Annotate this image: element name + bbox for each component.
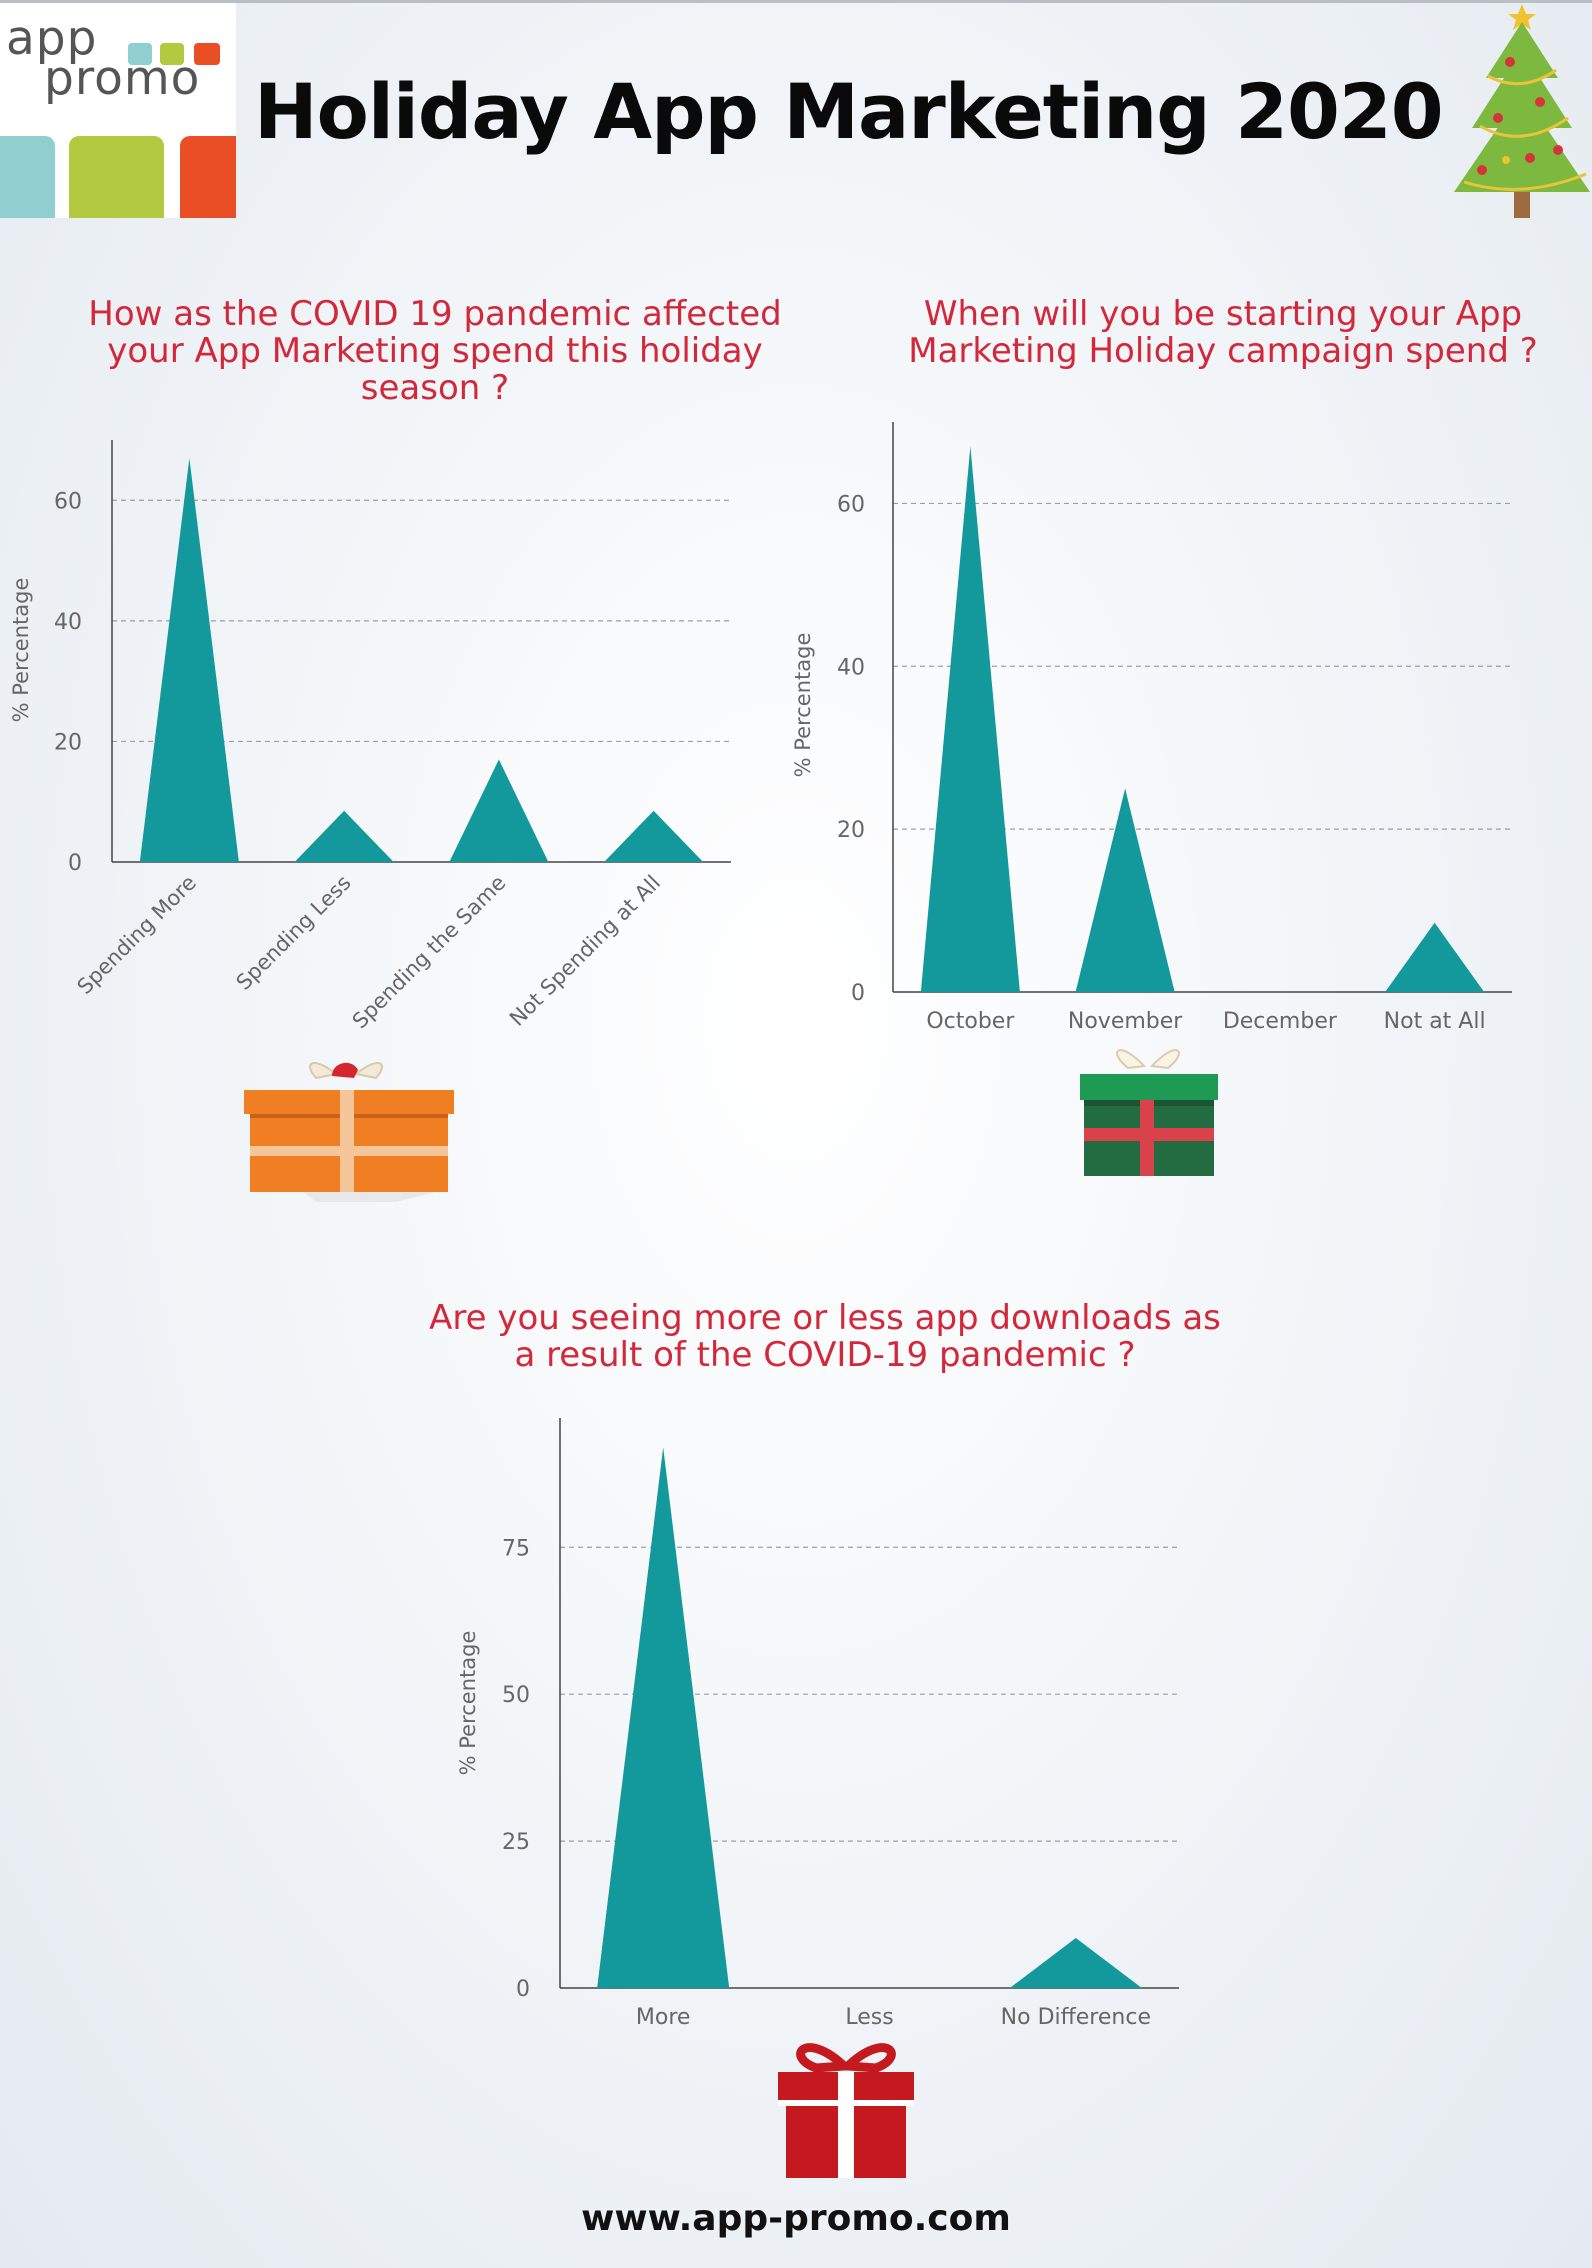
chart-1-ytick-20: 20 [54,730,82,755]
chart-1-title: How as the COVID 19 pandemic affected yo… [88,294,782,408]
footer-url[interactable]: www.app-promo.com [581,2198,1011,2239]
logo-block-orange [180,136,236,218]
chart-2-xtick-0: October [926,1009,1015,1034]
app-promo-logo: app promo [0,3,236,218]
logo-block-green [69,136,164,218]
chart-3-ytick-75: 75 [502,1536,530,1561]
chart-1-mark-3 [604,810,704,862]
chart-3-xtick-2: No Difference [1001,2005,1151,2030]
chart-3-xtick-0: More [636,2005,691,2030]
chart-2-mark-0 [920,446,1020,992]
chart-2-xtick-2: December [1223,1009,1338,1034]
christmas-tree-icon [1454,4,1590,218]
red-gift-icon [778,2043,914,2178]
green-gift-icon [1080,1049,1218,1176]
chart-3-mark-2 [1009,1938,1142,1988]
orange-gift-icon [244,1062,454,1202]
chart-1-ytick-0: 0 [68,851,82,876]
chart-2-mark-1 [1075,788,1175,992]
chart-1-y-label: % Percentage [9,578,33,723]
chart-3-ytick-25: 25 [502,1830,530,1855]
chart-1-mark-2 [449,759,549,862]
chart-2-xtick-1: November [1068,1009,1183,1034]
chart-2-ytick-20: 20 [837,818,865,843]
chart-2-y-label: % Percentage [791,633,815,778]
chart-2-mark-3 [1385,922,1485,992]
page-title: Holiday App Marketing 2020 [254,67,1444,156]
chart-2-title: When will you be starting your App Marke… [908,294,1538,371]
chart-3-mark-0 [597,1447,730,1988]
logo-block-teal [0,136,55,218]
logo-square-orange-small [194,43,220,65]
chart-3-y-label: % Percentage [456,1631,480,1776]
top-border [0,0,1592,3]
chart-2-xtick-3: Not at All [1384,1009,1486,1034]
logo-line-1: app [6,11,98,66]
chart-3-ytick-50: 50 [502,1683,530,1708]
chart-1-ytick-60: 60 [54,489,82,514]
chart-2-ytick-40: 40 [837,655,865,680]
chart-3-ytick-0: 0 [516,1977,530,2002]
chart-1-mark-0 [139,458,239,862]
logo-square-green-small [160,43,184,65]
chart-1-ytick-40: 40 [54,610,82,635]
chart-3-title: Are you seeing more or less app download… [429,1298,1221,1375]
chart-3-xtick-1: Less [845,2005,893,2030]
chart-1-mark-1 [294,810,394,862]
logo-square-teal-small [128,43,152,65]
chart-2-ytick-0: 0 [851,981,865,1006]
chart-2-ytick-60: 60 [837,492,865,517]
